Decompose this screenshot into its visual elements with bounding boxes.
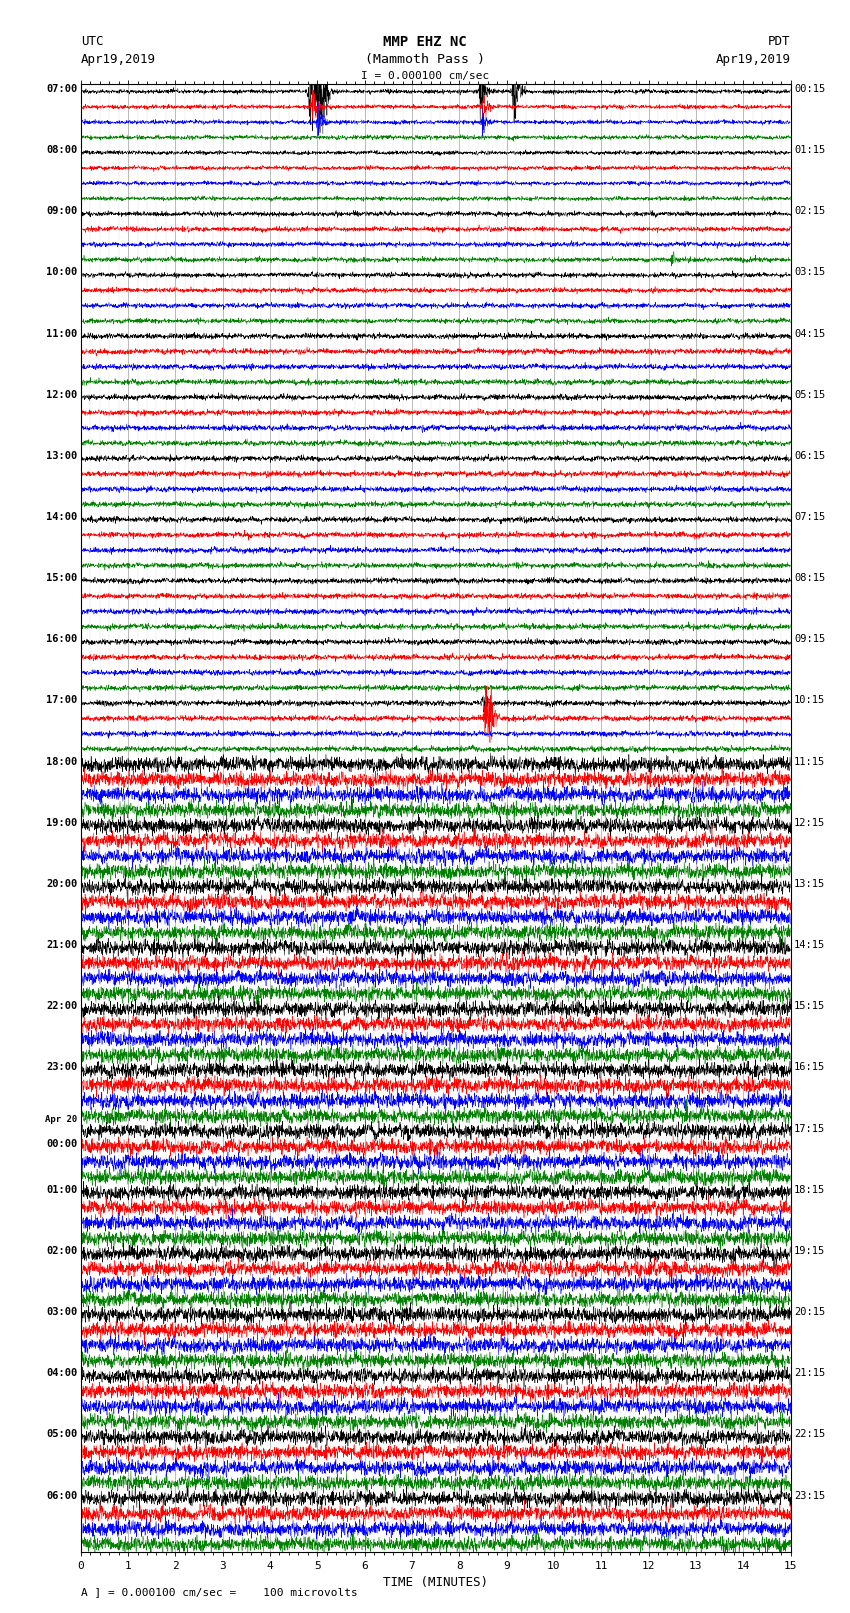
Text: 12:15: 12:15 <box>794 818 825 827</box>
Text: Apr 20: Apr 20 <box>45 1115 77 1124</box>
Text: 10:00: 10:00 <box>46 268 77 277</box>
Text: 11:15: 11:15 <box>794 756 825 766</box>
Text: 19:00: 19:00 <box>46 818 77 827</box>
Text: 21:15: 21:15 <box>794 1368 825 1378</box>
Text: 22:15: 22:15 <box>794 1429 825 1439</box>
Text: 08:15: 08:15 <box>794 573 825 584</box>
Text: 15:00: 15:00 <box>46 573 77 584</box>
Text: 05:15: 05:15 <box>794 390 825 400</box>
Text: 18:15: 18:15 <box>794 1184 825 1195</box>
Text: 07:15: 07:15 <box>794 511 825 523</box>
Text: MMP EHZ NC: MMP EHZ NC <box>383 35 467 50</box>
Text: 12:00: 12:00 <box>46 390 77 400</box>
Text: 17:15: 17:15 <box>794 1124 825 1134</box>
Text: 16:15: 16:15 <box>794 1063 825 1073</box>
Text: 20:15: 20:15 <box>794 1307 825 1318</box>
Text: Apr19,2019: Apr19,2019 <box>81 53 156 66</box>
Text: 23:15: 23:15 <box>794 1490 825 1500</box>
Text: 14:15: 14:15 <box>794 940 825 950</box>
Text: Apr19,2019: Apr19,2019 <box>716 53 790 66</box>
Text: 23:00: 23:00 <box>46 1063 77 1073</box>
Text: 11:00: 11:00 <box>46 329 77 339</box>
Text: PDT: PDT <box>768 35 790 48</box>
Text: 20:00: 20:00 <box>46 879 77 889</box>
Text: A ] = 0.000100 cm/sec =    100 microvolts: A ] = 0.000100 cm/sec = 100 microvolts <box>81 1587 358 1597</box>
Text: UTC: UTC <box>81 35 103 48</box>
Text: 06:15: 06:15 <box>794 450 825 461</box>
Text: 00:15: 00:15 <box>794 84 825 94</box>
Text: 14:00: 14:00 <box>46 511 77 523</box>
X-axis label: TIME (MINUTES): TIME (MINUTES) <box>383 1576 488 1589</box>
Text: 15:15: 15:15 <box>794 1002 825 1011</box>
Text: 00:00: 00:00 <box>46 1139 77 1148</box>
Text: (Mammoth Pass ): (Mammoth Pass ) <box>365 53 485 66</box>
Text: 07:00: 07:00 <box>46 84 77 94</box>
Text: 02:00: 02:00 <box>46 1245 77 1257</box>
Text: 16:00: 16:00 <box>46 634 77 644</box>
Text: 05:00: 05:00 <box>46 1429 77 1439</box>
Text: I = 0.000100 cm/sec: I = 0.000100 cm/sec <box>361 71 489 81</box>
Text: 19:15: 19:15 <box>794 1245 825 1257</box>
Text: 13:15: 13:15 <box>794 879 825 889</box>
Text: 03:00: 03:00 <box>46 1307 77 1318</box>
Text: 03:15: 03:15 <box>794 268 825 277</box>
Text: 08:00: 08:00 <box>46 145 77 155</box>
Text: 22:00: 22:00 <box>46 1002 77 1011</box>
Text: 01:00: 01:00 <box>46 1184 77 1195</box>
Text: 10:15: 10:15 <box>794 695 825 705</box>
Text: 13:00: 13:00 <box>46 450 77 461</box>
Text: 09:00: 09:00 <box>46 206 77 216</box>
Text: 06:00: 06:00 <box>46 1490 77 1500</box>
Text: 02:15: 02:15 <box>794 206 825 216</box>
Text: 17:00: 17:00 <box>46 695 77 705</box>
Text: 01:15: 01:15 <box>794 145 825 155</box>
Text: 09:15: 09:15 <box>794 634 825 644</box>
Text: 18:00: 18:00 <box>46 756 77 766</box>
Text: 04:00: 04:00 <box>46 1368 77 1378</box>
Text: 04:15: 04:15 <box>794 329 825 339</box>
Text: 21:00: 21:00 <box>46 940 77 950</box>
